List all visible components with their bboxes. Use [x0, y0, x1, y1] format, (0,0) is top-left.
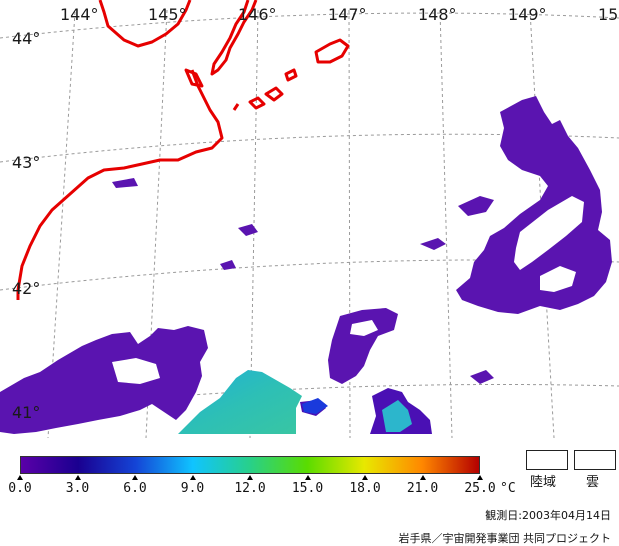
sst-patch-small-1 — [420, 238, 446, 250]
sst-patch-small-4 — [470, 370, 494, 384]
coast-lake — [232, 103, 240, 111]
sst-patch-west-hole — [112, 358, 160, 384]
land-key-label: 陸域 — [530, 475, 557, 490]
sst-data — [0, 96, 612, 434]
coast-nemuro — [184, 68, 204, 88]
colorbar-tick-label: 25.0 — [464, 481, 496, 496]
colorbar-tick-mark — [132, 475, 138, 480]
credit-text: 岩手県／宇宙開発事業団 共同プロジェクト — [398, 532, 612, 545]
sst-patch-warm-2 — [382, 400, 412, 432]
cloud-key-label: 雲 — [586, 475, 600, 490]
colorbar-tick-label: 21.0 — [406, 481, 439, 496]
sst-patch-warm — [178, 370, 302, 434]
coastline — [16, 0, 350, 300]
colorbar-tick-mark — [419, 475, 426, 480]
colorbar-tick-label: 18.0 — [349, 481, 381, 496]
sst-patch-small-5 — [220, 260, 236, 270]
sst-patch-east — [456, 96, 612, 314]
colorbar-tick-mark — [74, 475, 81, 480]
island-small-1 — [284, 68, 298, 82]
lon-label-147: 147° — [328, 5, 367, 24]
colorbar-tick-mark — [17, 475, 23, 480]
sst-patch-center-hole — [350, 320, 378, 336]
sst-patch-west — [0, 326, 208, 434]
lat-label-42: 42° — [12, 279, 40, 298]
coast-hokkaido — [16, 0, 224, 300]
temperature-unit: °C — [500, 481, 516, 496]
latitude-labels: 44° 43° 42° 41° — [12, 29, 40, 422]
colorbar-tick-mark — [189, 475, 196, 480]
lon-label-150: 15 — [598, 5, 618, 24]
colorbar-tick-mark — [362, 475, 368, 480]
colorbar-tick-label: 3.0 — [65, 481, 90, 496]
colorbar-tick-mark — [477, 475, 483, 480]
colorbar-tick-label: 9.0 — [180, 481, 205, 496]
lat-label-44: 44° — [12, 29, 40, 48]
colorbar-tick-label: 6.0 — [123, 481, 147, 496]
cloud-key-box — [574, 450, 616, 470]
sst-patch-small-2 — [238, 224, 258, 236]
lon-label-144: 144° — [60, 5, 99, 24]
legend: 0.0 3.0 6.0 9.0 12.0 15.0 18.0 21.0 25.0 °C 陸域 雲… — [0, 440, 619, 546]
island-etorofu-a — [314, 38, 350, 64]
sst-patch-mid-a — [458, 196, 494, 216]
longitude-labels: 144° 145° 146° 147° 148° 149° 15 — [60, 5, 618, 24]
lon-label-149: 149° — [508, 5, 547, 24]
land-key-box — [526, 450, 568, 470]
lon-label-148: 148° — [418, 5, 457, 24]
sst-patch-east-hole-2 — [540, 266, 576, 292]
lat-label-41: 41° — [12, 403, 40, 422]
lon-label-146: 146° — [238, 5, 277, 24]
lon-line-148 — [439, 9, 453, 439]
colorbar-tick-label: 15.0 — [291, 481, 324, 496]
sst-patch-east-hole — [514, 196, 584, 270]
coast-kunashiri — [210, 0, 258, 76]
lon-label-145: 145° — [148, 5, 187, 24]
observation-date: 観測日:2003年04月14日 — [485, 509, 611, 522]
colorbar-tick-label: 0.0 — [8, 481, 32, 496]
sst-patch-small-6 — [574, 284, 594, 298]
sst-patch-center — [328, 308, 398, 384]
colorbar-tick-mark — [304, 475, 311, 480]
lat-label-43: 43° — [12, 153, 40, 172]
island-habomai — [264, 86, 284, 102]
colorbar-tick-label: 12.0 — [234, 481, 266, 496]
temperature-colorbar — [20, 456, 480, 474]
sst-patch-small-3 — [112, 178, 138, 188]
island-shikotan — [248, 96, 266, 110]
colorbar-tick-mark — [247, 475, 253, 480]
sst-patch-blue — [302, 398, 328, 414]
sst-map: 144° 145° 146° 147° 148° 149° 15 44° 43°… — [0, 0, 619, 439]
lon-line-146 — [249, 9, 259, 439]
